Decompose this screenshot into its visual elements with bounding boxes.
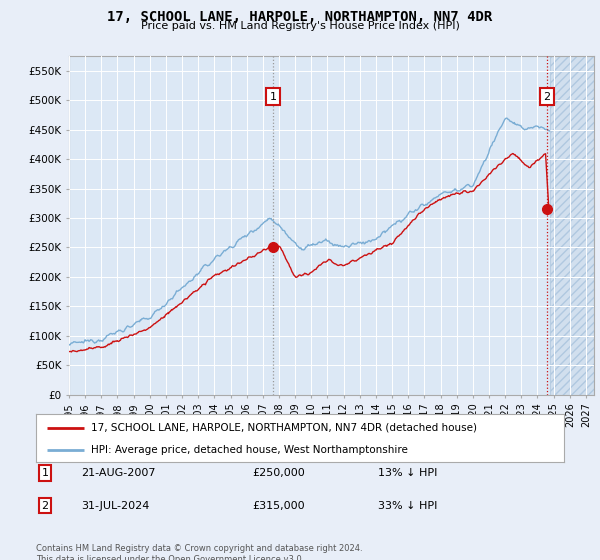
Text: 1: 1 (269, 92, 277, 102)
Text: £250,000: £250,000 (252, 468, 305, 478)
Text: 2: 2 (41, 501, 49, 511)
Text: £315,000: £315,000 (252, 501, 305, 511)
Text: 2: 2 (543, 92, 550, 102)
Text: Price paid vs. HM Land Registry's House Price Index (HPI): Price paid vs. HM Land Registry's House … (140, 21, 460, 31)
Text: 31-JUL-2024: 31-JUL-2024 (81, 501, 149, 511)
Text: 33% ↓ HPI: 33% ↓ HPI (378, 501, 437, 511)
Text: 1: 1 (41, 468, 49, 478)
Bar (550, 56, 594, 395)
Text: 21-AUG-2007: 21-AUG-2007 (81, 468, 155, 478)
Text: 17, SCHOOL LANE, HARPOLE, NORTHAMPTON, NN7 4DR: 17, SCHOOL LANE, HARPOLE, NORTHAMPTON, N… (107, 10, 493, 24)
Text: 17, SCHOOL LANE, HARPOLE, NORTHAMPTON, NN7 4DR (detached house): 17, SCHOOL LANE, HARPOLE, NORTHAMPTON, N… (91, 423, 478, 433)
Text: HPI: Average price, detached house, West Northamptonshire: HPI: Average price, detached house, West… (91, 445, 409, 455)
Bar (550, 56, 594, 395)
Text: Contains HM Land Registry data © Crown copyright and database right 2024.
This d: Contains HM Land Registry data © Crown c… (36, 544, 362, 560)
Text: 13% ↓ HPI: 13% ↓ HPI (378, 468, 437, 478)
